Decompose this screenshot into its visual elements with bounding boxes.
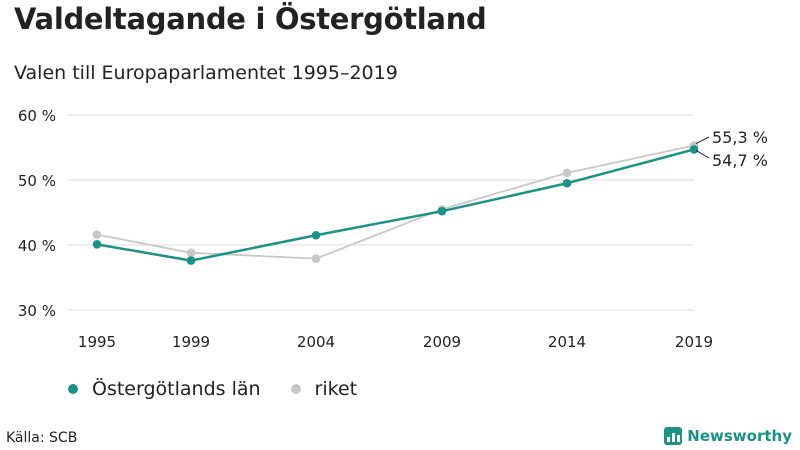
y-tick-label: 30 % bbox=[18, 302, 56, 320]
chart-title: Valdeltagande i Östergötland bbox=[14, 2, 487, 36]
y-tick-label: 40 % bbox=[18, 237, 56, 255]
x-tick-label: 2009 bbox=[423, 333, 461, 351]
end-label-riket: 55,3 % bbox=[712, 128, 768, 147]
legend-item-ostergotland: Östergötlands län bbox=[68, 378, 261, 400]
data-point-ostergotland bbox=[437, 206, 447, 216]
data-point-ostergotland bbox=[92, 240, 102, 249]
brand-logo: Newsworthy bbox=[664, 427, 792, 445]
data-point-ostergotland bbox=[186, 256, 196, 265]
x-tick-label: 2019 bbox=[675, 333, 713, 351]
series-line-riket bbox=[96, 144, 695, 260]
data-point-ostergotland bbox=[311, 230, 321, 240]
data-point-ostergotland bbox=[689, 145, 699, 154]
end-label-leader bbox=[695, 150, 710, 159]
series-line-ostergotland bbox=[96, 148, 695, 262]
x-tick-label: 1995 bbox=[78, 333, 116, 351]
legend-label: riket bbox=[314, 378, 358, 400]
data-point-riket bbox=[186, 248, 196, 258]
end-label-leader bbox=[695, 136, 710, 144]
x-tick-label: 2014 bbox=[548, 333, 586, 351]
source-note: Källa: SCB bbox=[6, 430, 78, 446]
legend-marker bbox=[290, 384, 301, 394]
x-tick-label: 2004 bbox=[297, 333, 335, 351]
brand-name: Newsworthy bbox=[687, 427, 792, 445]
data-point-riket bbox=[92, 230, 102, 239]
legend: Östergötlands län riket bbox=[68, 378, 387, 400]
legend-label: Östergötlands län bbox=[92, 378, 261, 400]
legend-marker bbox=[68, 384, 78, 394]
legend-item-riket: riket bbox=[290, 378, 358, 400]
data-point-riket bbox=[562, 168, 572, 178]
end-label-ostergotland: 54,7 % bbox=[712, 151, 768, 170]
y-tick-label: 60 % bbox=[18, 107, 56, 125]
data-point-ostergotland bbox=[562, 178, 572, 188]
y-tick-label: 50 % bbox=[18, 172, 56, 190]
bar-chart-icon bbox=[664, 427, 683, 445]
chart-subtitle: Valen till Europaparlamentet 1995–2019 bbox=[14, 62, 398, 84]
data-point-riket bbox=[311, 254, 321, 263]
x-tick-label: 1999 bbox=[172, 333, 210, 351]
